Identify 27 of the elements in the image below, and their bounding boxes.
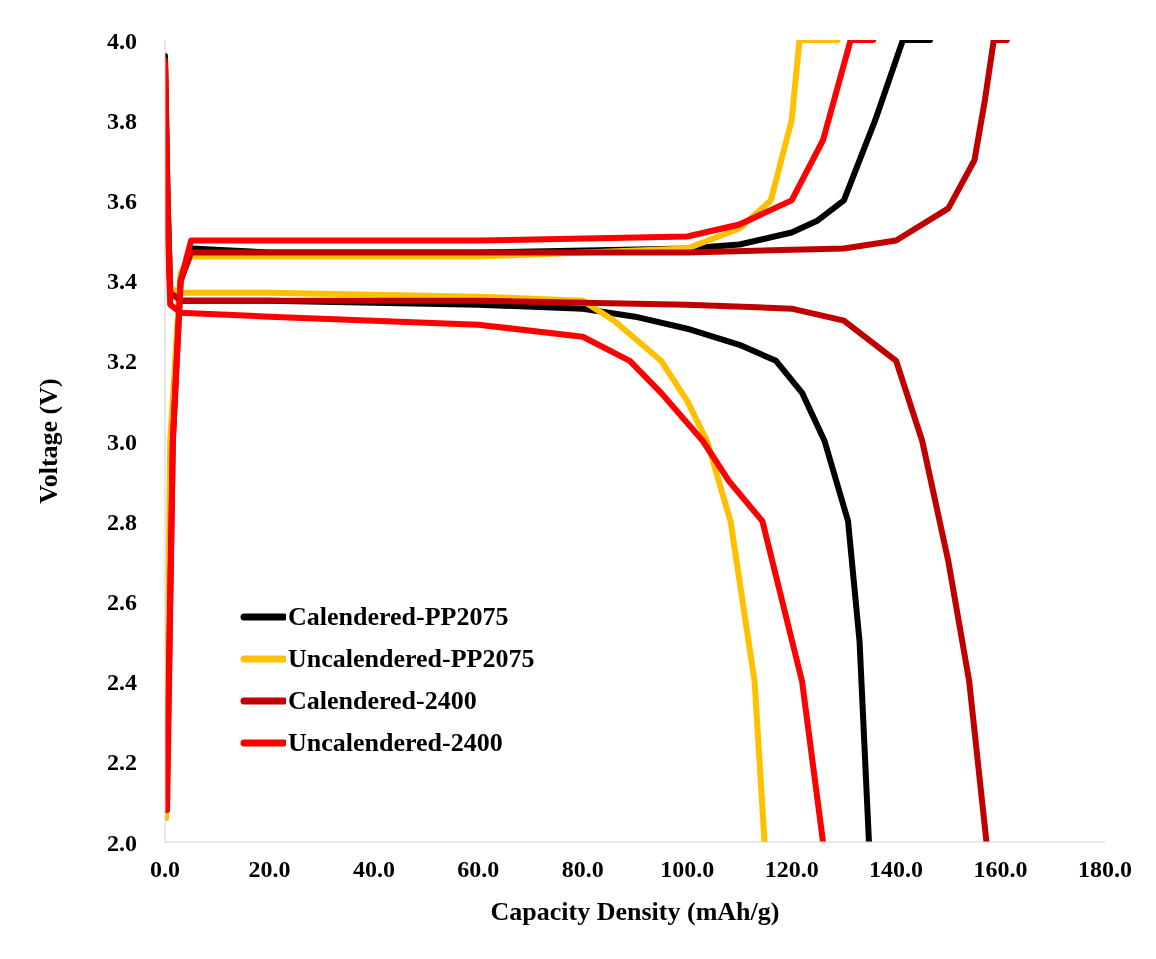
y-tick-label: 2.4 <box>107 669 137 696</box>
x-tick-label: 80.0 <box>561 856 604 883</box>
y-tick-label: 3.0 <box>107 428 137 455</box>
y-tick-label: 2.6 <box>107 588 137 615</box>
y-tick-label: 3.6 <box>107 187 137 214</box>
x-tick-label: 40.0 <box>352 856 395 883</box>
legend-label: Calendered-2400 <box>288 686 477 716</box>
legend-label: Uncalendered-PP2075 <box>288 644 535 674</box>
y-tick-label: 2.0 <box>107 829 137 856</box>
legend-label: Calendered-PP2075 <box>288 602 509 632</box>
y-axis-title: Voltage (V) <box>34 378 64 504</box>
x-tick-label: 60.0 <box>457 856 500 883</box>
y-tick-label: 4.0 <box>107 27 137 54</box>
y-tick-label: 2.8 <box>107 508 137 535</box>
x-tick-label: 100.0 <box>660 856 715 883</box>
y-tick-label: 3.4 <box>107 268 137 295</box>
x-tick-label: 160.0 <box>973 856 1028 883</box>
x-tick-label: 120.0 <box>764 856 819 883</box>
y-tick-label: 3.8 <box>107 107 137 134</box>
y-tick-label: 3.2 <box>107 348 137 375</box>
x-tick-label: 140.0 <box>869 856 924 883</box>
x-tick-label: 0.0 <box>150 856 180 883</box>
x-tick-label: 180.0 <box>1078 856 1132 883</box>
y-tick-label: 2.2 <box>107 749 137 776</box>
x-tick-label: 20.0 <box>248 856 291 883</box>
x-axis-title: Capacity Density (mAh/g) <box>490 897 780 926</box>
legend-label: Uncalendered-2400 <box>288 728 503 758</box>
